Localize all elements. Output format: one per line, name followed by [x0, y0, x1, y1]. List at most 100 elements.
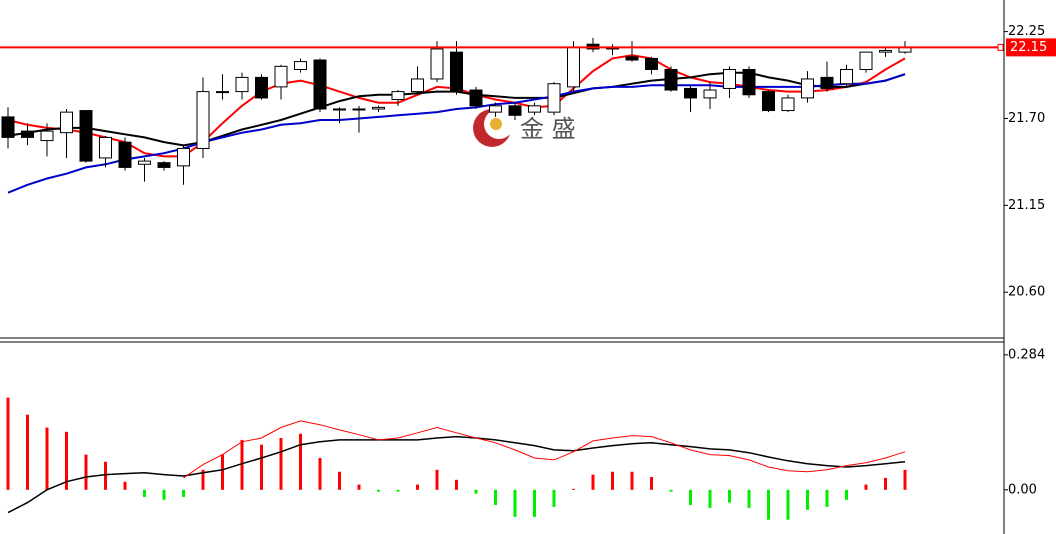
candle-body [840, 68, 853, 85]
candle-body [742, 68, 756, 96]
histogram-bar [6, 397, 10, 490]
histogram-bar [162, 489, 166, 500]
candle-body [703, 89, 717, 99]
watermark-text: 金 盛 [520, 115, 576, 143]
candle-body [138, 160, 151, 165]
histogram-bar [104, 461, 107, 490]
histogram-bar [825, 489, 829, 507]
histogram-bar [396, 489, 400, 492]
histogram-bar [299, 433, 302, 490]
candle-body [489, 105, 502, 113]
candle-body [859, 51, 873, 70]
histogram-bar [377, 489, 380, 492]
histogram-bar [786, 489, 790, 520]
candle-body [40, 130, 54, 142]
candle-body [79, 110, 93, 162]
candle-body [801, 78, 814, 99]
histogram-bar [728, 489, 731, 503]
y-tick-label: 0.284 [1008, 347, 1045, 362]
histogram-bar [455, 479, 458, 490]
histogram-bar [708, 489, 712, 508]
histogram-bar [182, 489, 185, 497]
histogram-bar [767, 489, 770, 520]
histogram-bar [689, 489, 692, 506]
candle-body [625, 56, 639, 61]
candle-body [664, 68, 678, 91]
ma-line [7, 435, 906, 514]
price-label-box [1006, 38, 1056, 57]
candle-body [469, 89, 483, 107]
candle-body [430, 48, 444, 80]
candle-body [294, 61, 307, 70]
histogram-bar [45, 427, 49, 490]
watermark-logo [473, 109, 514, 147]
candle-body [352, 108, 366, 111]
histogram-bar [338, 471, 341, 490]
candle-body [723, 68, 736, 89]
candle-body [567, 46, 580, 88]
candle-body [820, 76, 834, 89]
candle-body [216, 91, 229, 94]
candle-body [157, 162, 171, 168]
candle-body [255, 76, 268, 99]
y-tick-label: 22.25 [1008, 24, 1045, 39]
candle-body [684, 87, 697, 99]
candle-body [547, 83, 561, 113]
histogram-bar [260, 444, 263, 490]
histogram-bar [26, 414, 29, 490]
histogram-bar [552, 489, 556, 507]
y-tick-label: 21.15 [1008, 198, 1045, 213]
candle-body [411, 78, 424, 93]
histogram-bar [533, 489, 536, 517]
candle-body [762, 91, 775, 112]
histogram-bar [650, 476, 653, 490]
histogram-bar [669, 489, 673, 492]
histogram-bar [591, 474, 595, 490]
histogram-bar [201, 469, 205, 490]
histogram-bar [611, 471, 614, 490]
histogram-bar [435, 469, 439, 490]
histogram-bar [513, 489, 517, 517]
histogram-bar [221, 454, 224, 490]
candle-body [391, 91, 405, 101]
histogram-bar [143, 489, 146, 497]
histogram-bar [318, 457, 322, 490]
histogram-bar [123, 481, 127, 490]
candle-body [879, 50, 892, 53]
histogram-bar [630, 471, 634, 490]
histogram-bar [747, 489, 751, 508]
histogram-bar [474, 489, 478, 494]
candle-body [508, 105, 522, 116]
y-tick-label: 21.70 [1008, 111, 1045, 126]
histogram-bar [65, 431, 68, 490]
candle-body [781, 97, 795, 112]
price-marker [997, 43, 1004, 51]
y-tick-label: 20.60 [1008, 285, 1045, 300]
candle-body [196, 91, 210, 149]
candle-body [645, 57, 658, 70]
histogram-bar [84, 454, 88, 490]
y-tick-label: 0.00 [1008, 482, 1037, 497]
candle-body [450, 51, 463, 93]
candle-body [528, 105, 541, 113]
candle-body [333, 108, 346, 111]
histogram-bar [845, 489, 848, 500]
candle-body [1, 116, 15, 138]
candle-body [21, 130, 34, 138]
histogram-bar [884, 477, 887, 490]
histogram-bar [240, 439, 244, 490]
histogram-bar [494, 489, 497, 506]
histogram-bar [416, 484, 419, 490]
candle-body [99, 136, 112, 159]
histogram-bar [864, 484, 868, 490]
candle-body [177, 147, 190, 167]
histogram-bar [572, 488, 575, 490]
candle-body [313, 59, 327, 110]
candle-body [372, 106, 385, 110]
candle-body [274, 65, 288, 88]
candle-body [118, 141, 132, 168]
price-label: 22.15 [1010, 40, 1047, 55]
histogram-bar [279, 438, 283, 490]
